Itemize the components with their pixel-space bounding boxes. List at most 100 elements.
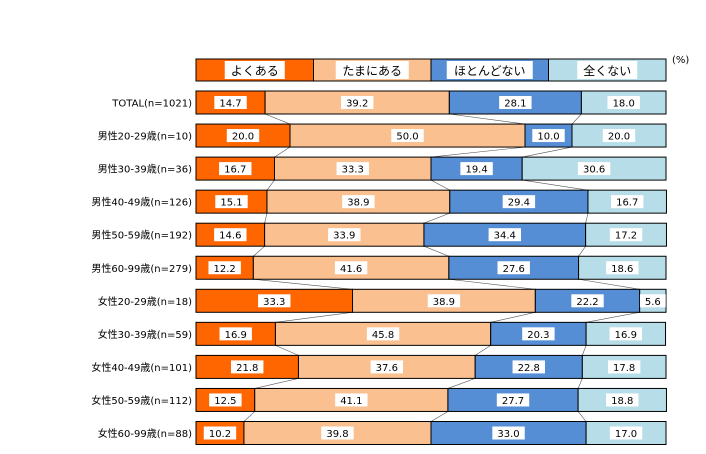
data-label: 38.9 bbox=[347, 198, 369, 209]
data-label: 10.2 bbox=[209, 429, 231, 440]
data-label: 5.6 bbox=[645, 297, 661, 308]
series-line bbox=[577, 411, 587, 422]
legend: よくある たまにある ほとんどない 全くない bbox=[195, 58, 667, 82]
series-line bbox=[423, 245, 449, 257]
data-label-box bbox=[488, 228, 521, 242]
data-label: 22.2 bbox=[576, 297, 598, 308]
data-label-box bbox=[321, 426, 354, 440]
data-label: 28.1 bbox=[504, 99, 526, 110]
data-label-box bbox=[609, 426, 643, 440]
category-label: 男性20-29歳(n=10) bbox=[98, 130, 192, 143]
series-line bbox=[253, 245, 265, 257]
data-label-box bbox=[492, 426, 525, 440]
category-label: 男性50-59歳(n=192) bbox=[91, 229, 192, 242]
series-line bbox=[423, 212, 450, 224]
category-label: 女性50-59歳(n=112) bbox=[91, 394, 192, 407]
data-label-box bbox=[609, 228, 643, 242]
data-label: 21.8 bbox=[236, 363, 258, 374]
data-label: 18.6 bbox=[611, 264, 633, 275]
data-label: 41.1 bbox=[340, 396, 362, 407]
data-label: 27.6 bbox=[503, 264, 525, 275]
data-label-box bbox=[366, 327, 400, 341]
legend-label-box bbox=[335, 61, 409, 79]
series-line bbox=[243, 411, 255, 422]
data-label: 22.8 bbox=[518, 363, 540, 374]
data-label: 16.9 bbox=[225, 330, 247, 341]
data-label: 17.8 bbox=[613, 363, 635, 374]
data-label: 18.8 bbox=[611, 396, 633, 407]
data-label-box bbox=[336, 162, 369, 176]
series-line bbox=[448, 278, 536, 290]
data-label-box bbox=[496, 393, 530, 407]
data-label: 50.0 bbox=[396, 132, 418, 143]
series-line bbox=[447, 378, 476, 389]
series-line bbox=[264, 213, 268, 224]
series-line bbox=[522, 179, 589, 191]
data-label: 16.9 bbox=[615, 330, 637, 341]
data-label-box bbox=[328, 228, 361, 242]
series-line bbox=[578, 246, 586, 257]
category-label: 女性30-39歳(n=59) bbox=[98, 328, 192, 341]
data-label: 39.8 bbox=[326, 429, 348, 440]
data-label-box bbox=[639, 294, 666, 308]
data-label: 29.4 bbox=[508, 198, 530, 209]
data-label-box bbox=[577, 162, 611, 176]
data-label-box bbox=[607, 360, 641, 374]
data-label: 14.6 bbox=[219, 231, 241, 242]
series-line bbox=[430, 179, 450, 191]
data-label: 33.3 bbox=[342, 165, 364, 176]
data-label: 34.4 bbox=[494, 231, 516, 242]
series-line bbox=[264, 113, 291, 125]
data-label-box bbox=[258, 294, 291, 308]
series-line bbox=[571, 113, 582, 125]
category-label: 女性40-49歳(n=101) bbox=[91, 361, 192, 374]
data-label-box bbox=[602, 129, 636, 143]
data-label-box bbox=[606, 261, 639, 275]
data-label-box bbox=[609, 327, 643, 341]
data-label-box bbox=[215, 195, 248, 209]
data-label: 15.1 bbox=[220, 198, 242, 209]
category-label: 女性20-29歳(n=18) bbox=[98, 295, 192, 308]
series-line bbox=[266, 179, 275, 191]
data-label: 16.7 bbox=[224, 165, 246, 176]
data-label: 38.9 bbox=[433, 297, 455, 308]
data-label: 17.0 bbox=[615, 429, 637, 440]
data-label-box bbox=[460, 162, 493, 176]
legend-label-box bbox=[446, 61, 533, 79]
data-label-box bbox=[571, 294, 604, 308]
legend-label-3: ほとんどない bbox=[454, 64, 525, 78]
category-labels: TOTAL(n=1021) 男性20-29歳(n=10) 男性30-39歳(n=36… bbox=[91, 99, 192, 441]
data-label: 30.6 bbox=[583, 165, 605, 176]
data-label: 37.6 bbox=[376, 363, 398, 374]
data-label: 33.9 bbox=[333, 231, 355, 242]
data-label-box bbox=[370, 360, 404, 374]
data-label: 12.5 bbox=[214, 396, 236, 407]
data-label-box bbox=[334, 261, 368, 275]
data-label-box bbox=[342, 195, 375, 209]
series-line bbox=[449, 113, 526, 125]
plot-area: 14.7 39.2 28.1 18.0 20.0 50.0 10.0 20.0 16.7 33.3… bbox=[195, 90, 667, 445]
series-line bbox=[578, 278, 640, 290]
data-label-box bbox=[499, 96, 532, 109]
data-label: 20.0 bbox=[608, 132, 630, 143]
legend-label-box bbox=[224, 61, 285, 79]
data-label-box bbox=[341, 96, 374, 109]
series-line bbox=[475, 345, 491, 356]
legend-label-box bbox=[577, 61, 638, 79]
data-label: 10.0 bbox=[537, 132, 559, 143]
data-label: 19.4 bbox=[465, 165, 487, 176]
data-label: 33.3 bbox=[263, 297, 285, 308]
data-label-box bbox=[427, 294, 461, 308]
data-label: 18.0 bbox=[613, 99, 635, 110]
data-label-box bbox=[219, 162, 252, 176]
data-label-box bbox=[497, 261, 530, 275]
series-line bbox=[275, 312, 353, 323]
series-line bbox=[585, 213, 589, 224]
data-label-box bbox=[391, 129, 424, 143]
data-label-box bbox=[209, 393, 242, 407]
data-label: 17.2 bbox=[615, 231, 637, 242]
category-label: 男性30-39歳(n=36) bbox=[98, 163, 192, 176]
data-label-box bbox=[335, 393, 368, 407]
series-line bbox=[586, 312, 640, 323]
